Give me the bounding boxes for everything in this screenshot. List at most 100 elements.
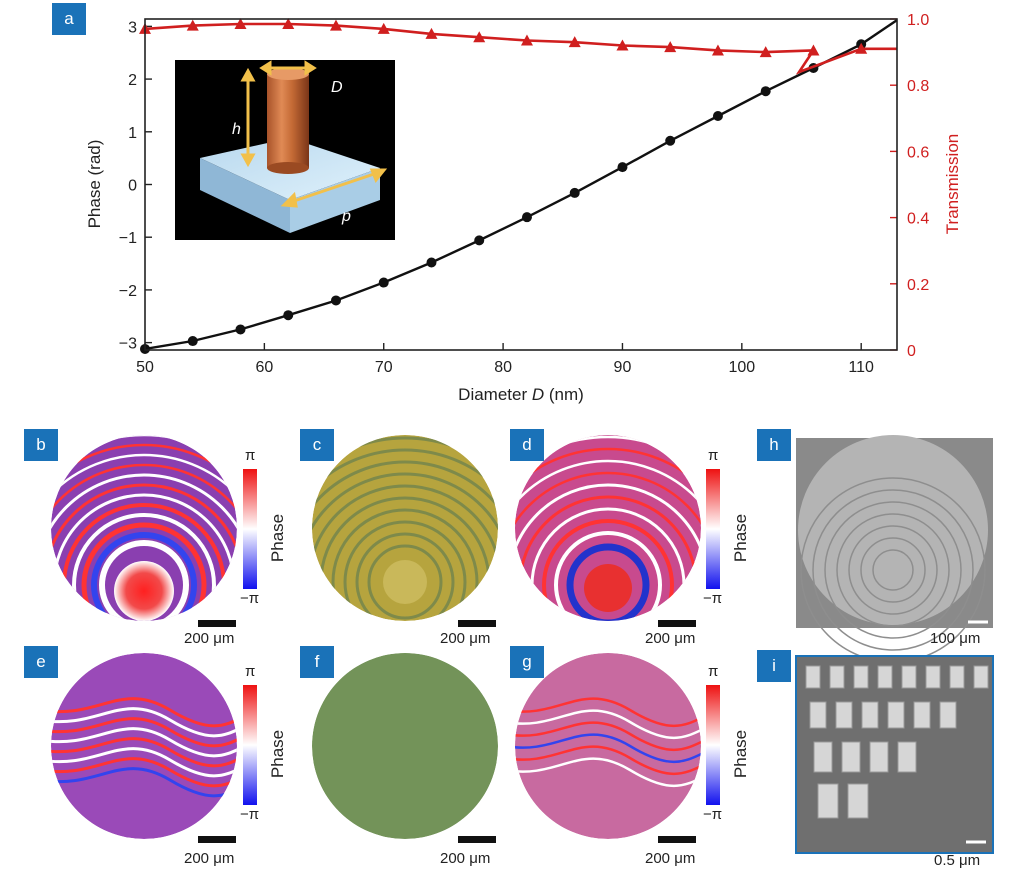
y-right-tick-label-1: 0.8 (907, 78, 929, 95)
transmission-point-14 (807, 44, 820, 56)
y-left-tick-label-3: 0 (128, 178, 137, 195)
phase-point-4 (330, 295, 341, 306)
transmission-point-15 (855, 42, 868, 54)
x-tick-label-6: 110 (848, 359, 874, 376)
panel-g-measured-phase (515, 653, 701, 839)
phase-point-2 (235, 324, 246, 335)
y-left-tick-label-2: 1 (128, 125, 137, 142)
colorbar-g-title: Phase (731, 729, 751, 779)
panel-label-d: d (510, 429, 544, 461)
panel-i-sem-pillars (795, 655, 994, 854)
panel-label-f: f (300, 646, 334, 678)
panel-label-g: g (510, 646, 544, 678)
transmission-point-12 (711, 44, 724, 56)
panel-label-h: h (757, 429, 791, 461)
transmission-point-7 (473, 31, 486, 43)
x-axis-label: Diameter D (nm) (458, 385, 584, 404)
inset-label-h: h (232, 121, 241, 138)
panel-label-i: i (757, 650, 791, 682)
panel-label-a: a (52, 3, 86, 35)
x-tick-label-4: 90 (614, 359, 632, 376)
colorbar-g-top: π (708, 663, 719, 680)
scale-text-b: 200 μm (184, 630, 235, 647)
transmission-point-9 (568, 36, 581, 48)
panel-label-e: e (24, 646, 58, 678)
scale-text-f: 200 μm (440, 850, 491, 867)
scale-bar-g (658, 836, 696, 843)
phase-point-13 (760, 86, 771, 97)
transmission-point-2 (234, 17, 247, 29)
y-right-tick-label-3: 0.4 (907, 211, 929, 228)
phase-point-5 (378, 277, 389, 288)
phase-point-7 (474, 235, 485, 246)
colorbar-e (243, 685, 257, 805)
colorbar-b-top: π (245, 447, 256, 464)
panel-h-sem-lens (796, 435, 993, 663)
pillar-inset: D h p (175, 60, 395, 240)
phase-transmission-chart: 3 2 1 0 −1 −2 −3 1.0 0.8 0.6 0.4 0.2 0 50 60 70 80 90 10… (85, 12, 962, 404)
x-tick-label-5: 100 (728, 359, 755, 376)
x-tick-label-0: 50 (136, 359, 154, 376)
panel-label-c: c (300, 429, 334, 461)
plot-frame (144, 18, 898, 351)
colorbar-d (706, 469, 720, 589)
colorbar-d-top: π (708, 447, 719, 464)
panel-d-measured-phase (515, 435, 701, 621)
inset-label-p: p (341, 208, 351, 225)
scale-bar-e (198, 836, 236, 843)
y-axis-right-label: Transmission (943, 134, 962, 234)
y-axis-left-label: Phase (rad) (85, 140, 104, 229)
y-left-tick-label-4: −1 (119, 230, 137, 247)
phase-point-8 (521, 212, 532, 223)
y-right-tick-label-4: 0.2 (907, 277, 929, 294)
y-left-tick-label-6: −3 (119, 336, 137, 353)
y-left-tick-label-0: 3 (128, 19, 137, 36)
x-tick-label-1: 60 (255, 359, 273, 376)
colorbar-g (706, 685, 720, 805)
inset-label-D: D (331, 79, 343, 96)
scale-bar-f (458, 836, 496, 843)
transmission-point-8 (520, 34, 533, 46)
x-tick-label-3: 80 (494, 359, 512, 376)
scale-text-g: 200 μm (645, 850, 696, 867)
panel-e-phase-pattern (51, 653, 237, 839)
scale-text-c: 200 μm (440, 630, 491, 647)
panel-label-b: b (24, 429, 58, 461)
panel-c-optical-rings (312, 435, 498, 621)
colorbar-d-title: Phase (731, 513, 751, 563)
transmission-point-13 (759, 46, 772, 58)
colorbar-e-top: π (245, 663, 256, 680)
y-left-tick-label-5: −2 (119, 283, 137, 300)
scale-text-i: 0.5 μm (934, 852, 981, 869)
colorbar-e-bottom: −π (240, 806, 260, 823)
scale-bar-c (458, 620, 496, 627)
transmission-point-1 (186, 19, 199, 31)
scale-text-e: 200 μm (184, 850, 235, 867)
y-right-tick-label-2: 0.6 (907, 144, 929, 161)
scale-text-d: 200 μm (645, 630, 696, 647)
transmission-point-10 (616, 39, 629, 51)
scale-bar-b (198, 620, 236, 627)
x-tick-label-2: 70 (375, 359, 393, 376)
colorbar-d-bottom: −π (703, 590, 723, 607)
transmission-point-3 (282, 17, 295, 29)
colorbar-b-title: Phase (268, 513, 288, 563)
colorbar-g-bottom: −π (703, 806, 723, 823)
transmission-point-11 (664, 41, 677, 53)
y-right-tick-label-5: 0 (907, 343, 916, 360)
image-panels (51, 435, 994, 854)
y-right-tick-label-0: 1.0 (907, 12, 929, 29)
phase-point-6 (426, 257, 437, 268)
phase-point-9 (569, 187, 580, 198)
phase-point-10 (617, 162, 628, 173)
scale-text-h: 100 μm (930, 630, 981, 647)
y-left-tick-label-1: 2 (128, 72, 137, 89)
colorbar-b-bottom: −π (240, 590, 260, 607)
transmission-point-6 (425, 27, 438, 39)
transmission-point-4 (329, 19, 342, 31)
transmission-point-5 (377, 22, 390, 34)
colorbar-e-title: Phase (268, 729, 288, 779)
panel-b-phase-rings (51, 435, 237, 621)
scale-bar-d (658, 620, 696, 627)
phase-point-3 (283, 310, 294, 321)
